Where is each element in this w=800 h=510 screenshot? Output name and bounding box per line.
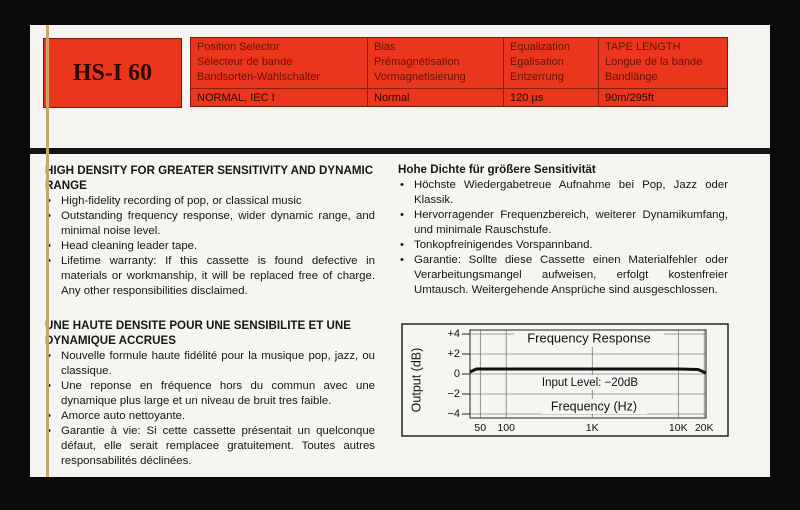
bullet: Une reponse en fréquence hors du commun …: [45, 379, 375, 409]
section-title: Hohe Dichte für größere Sensitivität: [398, 163, 596, 176]
bullet-list: High-fidelity recording of pop, or class…: [45, 194, 375, 299]
spec-labels: Bias Prémagnétisation Vormagnetisierung: [368, 38, 503, 85]
spec-labels: TAPE LENGTH Longue de la bande Bandlänge: [599, 38, 727, 85]
spec-label: Entzerrung: [510, 71, 564, 83]
bullet: Tonkopfreinigendes Vorspannband.: [398, 238, 728, 253]
spec-label: Bandlänge: [605, 71, 658, 83]
y-tick-label: −4: [447, 408, 460, 420]
bullet-list: Nouvelle formule haute fidélité pour la …: [45, 349, 375, 469]
y-tick-label: −2: [447, 388, 460, 400]
y-tick-label: +2: [447, 348, 460, 360]
spec-value: 120 µs: [504, 88, 598, 107]
label-bg: [529, 375, 651, 390]
section-title: UNE HAUTE DENSITE POUR UNE SENSIBILITE E…: [45, 319, 351, 347]
x-tick-label: 20K: [695, 422, 714, 434]
label-bg: [541, 399, 647, 414]
bullet: Head cleaning leader tape.: [45, 239, 375, 254]
bullet: Amorce auto nettoyante.: [45, 409, 375, 424]
english-section: HIGH DENSITY FOR GREATER SENSITIVITY AND…: [45, 163, 375, 299]
divider: [30, 148, 770, 154]
spec-label: Vormagnetisierung: [374, 71, 466, 83]
spec-label: Egalisation: [510, 56, 564, 68]
x-tick-label: 1K: [586, 422, 599, 434]
x-tick-label: 100: [497, 422, 515, 434]
spec-label: Prémagnétisation: [374, 56, 460, 68]
section-title: HIGH DENSITY FOR GREATER SENSITIVITY AND…: [45, 164, 374, 192]
spec-label: Sélecteur de bande: [197, 56, 293, 68]
bullet: Outstanding frequency response, wider dy…: [45, 209, 375, 239]
bullet: Höchste Wiedergabetreue Aufnahme bei Pop…: [398, 178, 728, 208]
bullet: Hervorragender Frequenzbereich, weiterer…: [398, 208, 728, 238]
spec-value: Normal: [368, 88, 503, 107]
french-section: UNE HAUTE DENSITE POUR UNE SENSIBILITE E…: [45, 318, 375, 469]
y-tick-label: 0: [454, 368, 460, 380]
bullet: Garantie à vie: Si cette cassette présen…: [45, 424, 375, 469]
spec-value: NORMAL, IEC I: [191, 88, 367, 107]
spec-value: 90m/295ft: [599, 88, 727, 107]
spec-label: Position Selector: [197, 41, 280, 53]
german-section: Hohe Dichte für größere Sensitivität Höch…: [398, 162, 728, 298]
model-label: HS-I 60: [43, 38, 182, 108]
cassette-card: HS-I 60 Position Selector Sélecteur de ba…: [30, 25, 770, 477]
spec-column: Bias Prémagnétisation Vormagnetisierung Nor…: [368, 38, 504, 106]
spec-label: Bandsorten-Wahlschalter: [197, 71, 321, 83]
label-bg: [514, 331, 664, 347]
spec-column: Equalization Egalisation Entzerrung 120 µs: [504, 38, 599, 106]
chart-text: Input Level: −20dB: [542, 377, 639, 389]
spec-column: Position Selector Sélecteur de bande Bands…: [191, 38, 368, 106]
bullet: Lifetime warranty: If this cassette is f…: [45, 254, 375, 299]
spec-labels: Equalization Egalisation Entzerrung: [504, 38, 598, 85]
spec-label: Bias: [374, 41, 396, 53]
tape-strip: [46, 25, 49, 477]
x-tick-label: 50: [474, 422, 486, 434]
bullet-list: Höchste Wiedergabetreue Aufnahme bei Pop…: [398, 178, 728, 298]
spec-label: Longue de la bande: [605, 56, 703, 68]
bullet: Garantie: Sollte diese Cassette einen Ma…: [398, 253, 728, 298]
spec-column: TAPE LENGTH Longue de la bande Bandlänge 90…: [599, 38, 727, 106]
y-tick-label: +4: [447, 328, 460, 340]
bullet: Nouvelle formule haute fidélité pour la …: [45, 349, 375, 379]
chart-text: Frequency Response: [527, 330, 651, 345]
response-line: [469, 367, 707, 375]
spec-labels: Position Selector Sélecteur de bande Bands…: [191, 38, 367, 85]
chart-text: Frequency (Hz): [551, 399, 637, 413]
bullet: High-fidelity recording of pop, or class…: [45, 194, 375, 209]
spec-label: Equalization: [510, 41, 570, 53]
spec-label: TAPE LENGTH: [605, 41, 681, 53]
frequency-chart: +4 +2 0 −2 −4 50 100 1K 10K 20K Frequency Response…: [401, 323, 729, 437]
x-tick-label: 10K: [669, 422, 688, 434]
chart-text: Output (dB): [409, 348, 423, 413]
chart-frame: [401, 323, 729, 437]
spec-table: Position Selector Sélecteur de bande Bands…: [190, 37, 728, 107]
